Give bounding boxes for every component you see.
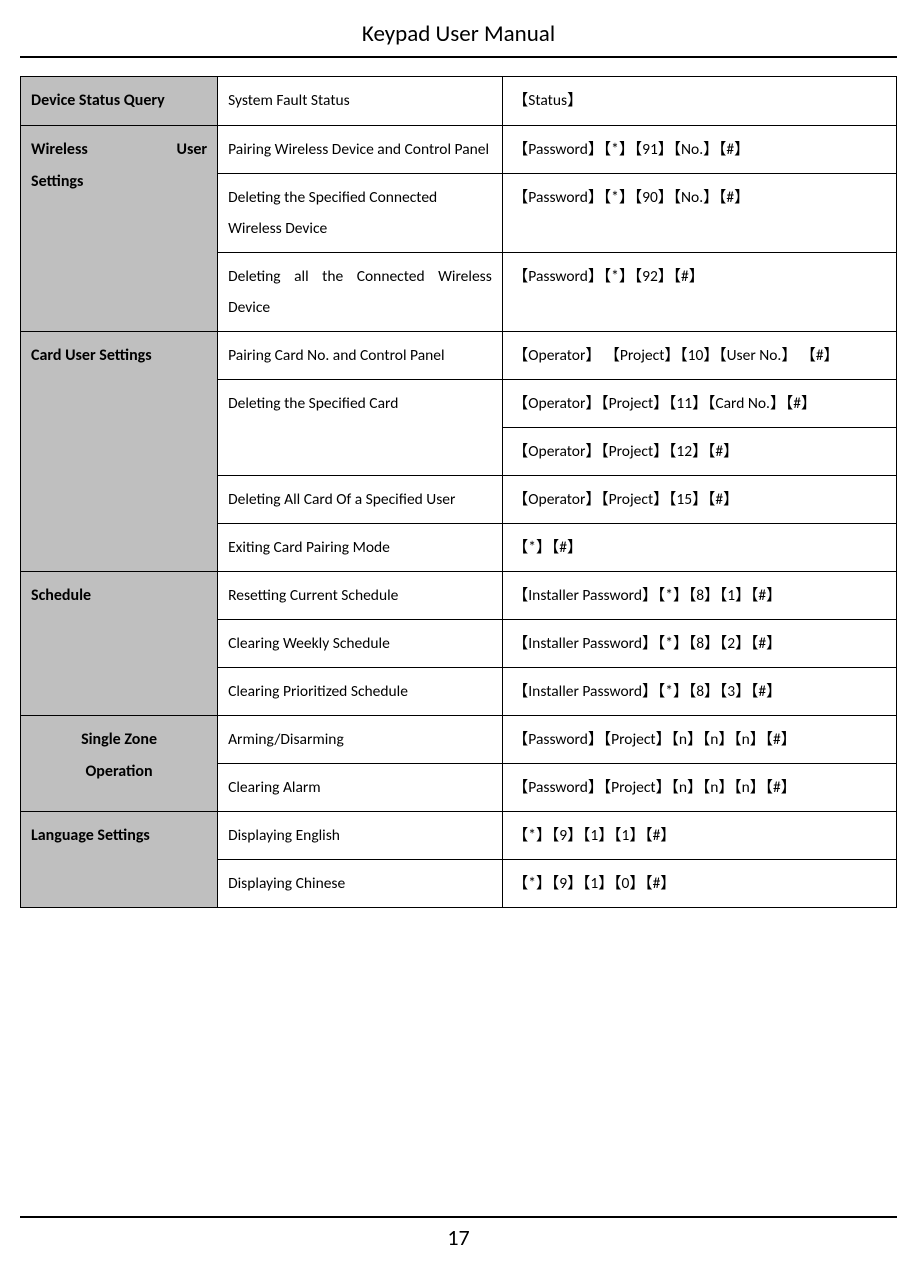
category-cell: Language Settings bbox=[21, 812, 218, 908]
cmd-cell: 【Password】【Project】【n】【n】【n】【#】 bbox=[502, 764, 896, 812]
desc-cell: Deleting the Specified Card bbox=[218, 380, 503, 476]
label-text: Wireless bbox=[31, 134, 88, 166]
desc-cell: Pairing Wireless Device and Control Pane… bbox=[218, 126, 503, 174]
table-row: Single Zone Operation Arming/Disarming 【… bbox=[21, 716, 897, 764]
desc-cell: Displaying Chinese bbox=[218, 860, 503, 908]
table-row: Language Settings Displaying English 【*】… bbox=[21, 812, 897, 860]
desc-cell: Pairing Card No. and Control Panel bbox=[218, 332, 503, 380]
cmd-cell: 【*】【9】【1】【1】【#】 bbox=[502, 812, 896, 860]
desc-cell: Clearing Weekly Schedule bbox=[218, 620, 503, 668]
desc-cell: Deleting all the Connected Wireless Devi… bbox=[218, 253, 503, 332]
category-cell: Schedule bbox=[21, 572, 218, 716]
cmd-cell: 【Operator】【Project】【12】【#】 bbox=[502, 428, 896, 476]
page-footer: 17 bbox=[0, 1216, 917, 1251]
desc-cell: Clearing Alarm bbox=[218, 764, 503, 812]
label-text: Operation bbox=[31, 756, 207, 788]
cmd-cell: 【Password】【*】【91】【No.】【#】 bbox=[502, 126, 896, 174]
desc-cell: Deleting All Card Of a Specified User bbox=[218, 476, 503, 524]
category-cell: Single Zone Operation bbox=[21, 716, 218, 812]
cmd-cell: 【Installer Password】【*】【8】【1】【#】 bbox=[502, 572, 896, 620]
category-cell: Device Status Query bbox=[21, 77, 218, 126]
page-number: 17 bbox=[447, 1224, 469, 1251]
desc-cell: Deleting the Specified Connected Wireles… bbox=[218, 174, 503, 253]
page-title: Keypad User Manual bbox=[20, 20, 897, 58]
desc-cell: System Fault Status bbox=[218, 77, 503, 126]
command-table: Device Status Query System Fault Status … bbox=[20, 76, 897, 908]
cmd-cell: 【*】【#】 bbox=[502, 524, 896, 572]
category-cell: Wireless User Settings bbox=[21, 126, 218, 332]
category-cell: Card User Settings bbox=[21, 332, 218, 572]
desc-cell: Resetting Current Schedule bbox=[218, 572, 503, 620]
cmd-cell: 【Installer Password】【*】【8】【3】【#】 bbox=[502, 668, 896, 716]
table-row: Wireless User Settings Pairing Wireless … bbox=[21, 126, 897, 174]
desc-cell: Displaying English bbox=[218, 812, 503, 860]
desc-cell: Clearing Prioritized Schedule bbox=[218, 668, 503, 716]
cmd-cell: 【*】【9】【1】【0】【#】 bbox=[502, 860, 896, 908]
desc-cell: Exiting Card Pairing Mode bbox=[218, 524, 503, 572]
cmd-cell: 【Operator】【Project】【11】【Card No.】【#】 bbox=[502, 380, 896, 428]
table-row: Schedule Resetting Current Schedule 【Ins… bbox=[21, 572, 897, 620]
cmd-cell: 【Status】 bbox=[502, 77, 896, 126]
desc-cell: Arming/Disarming bbox=[218, 716, 503, 764]
footer-divider bbox=[20, 1216, 897, 1218]
label-text: Single Zone bbox=[31, 724, 207, 756]
cmd-cell: 【Password】【*】【90】【No.】【#】 bbox=[502, 174, 896, 253]
cmd-cell: 【Operator】 【Project】【10】【User No.】 【#】 bbox=[502, 332, 896, 380]
cmd-cell: 【Operator】【Project】【15】【#】 bbox=[502, 476, 896, 524]
label-text: Settings bbox=[31, 166, 207, 198]
table-row: Card User Settings Pairing Card No. and … bbox=[21, 332, 897, 380]
table-row: Device Status Query System Fault Status … bbox=[21, 77, 897, 126]
label-text: User bbox=[177, 134, 208, 166]
cmd-cell: 【Password】【*】【92】【#】 bbox=[502, 253, 896, 332]
cmd-cell: 【Installer Password】【*】【8】【2】【#】 bbox=[502, 620, 896, 668]
cmd-cell: 【Password】【Project】【n】【n】【n】【#】 bbox=[502, 716, 896, 764]
